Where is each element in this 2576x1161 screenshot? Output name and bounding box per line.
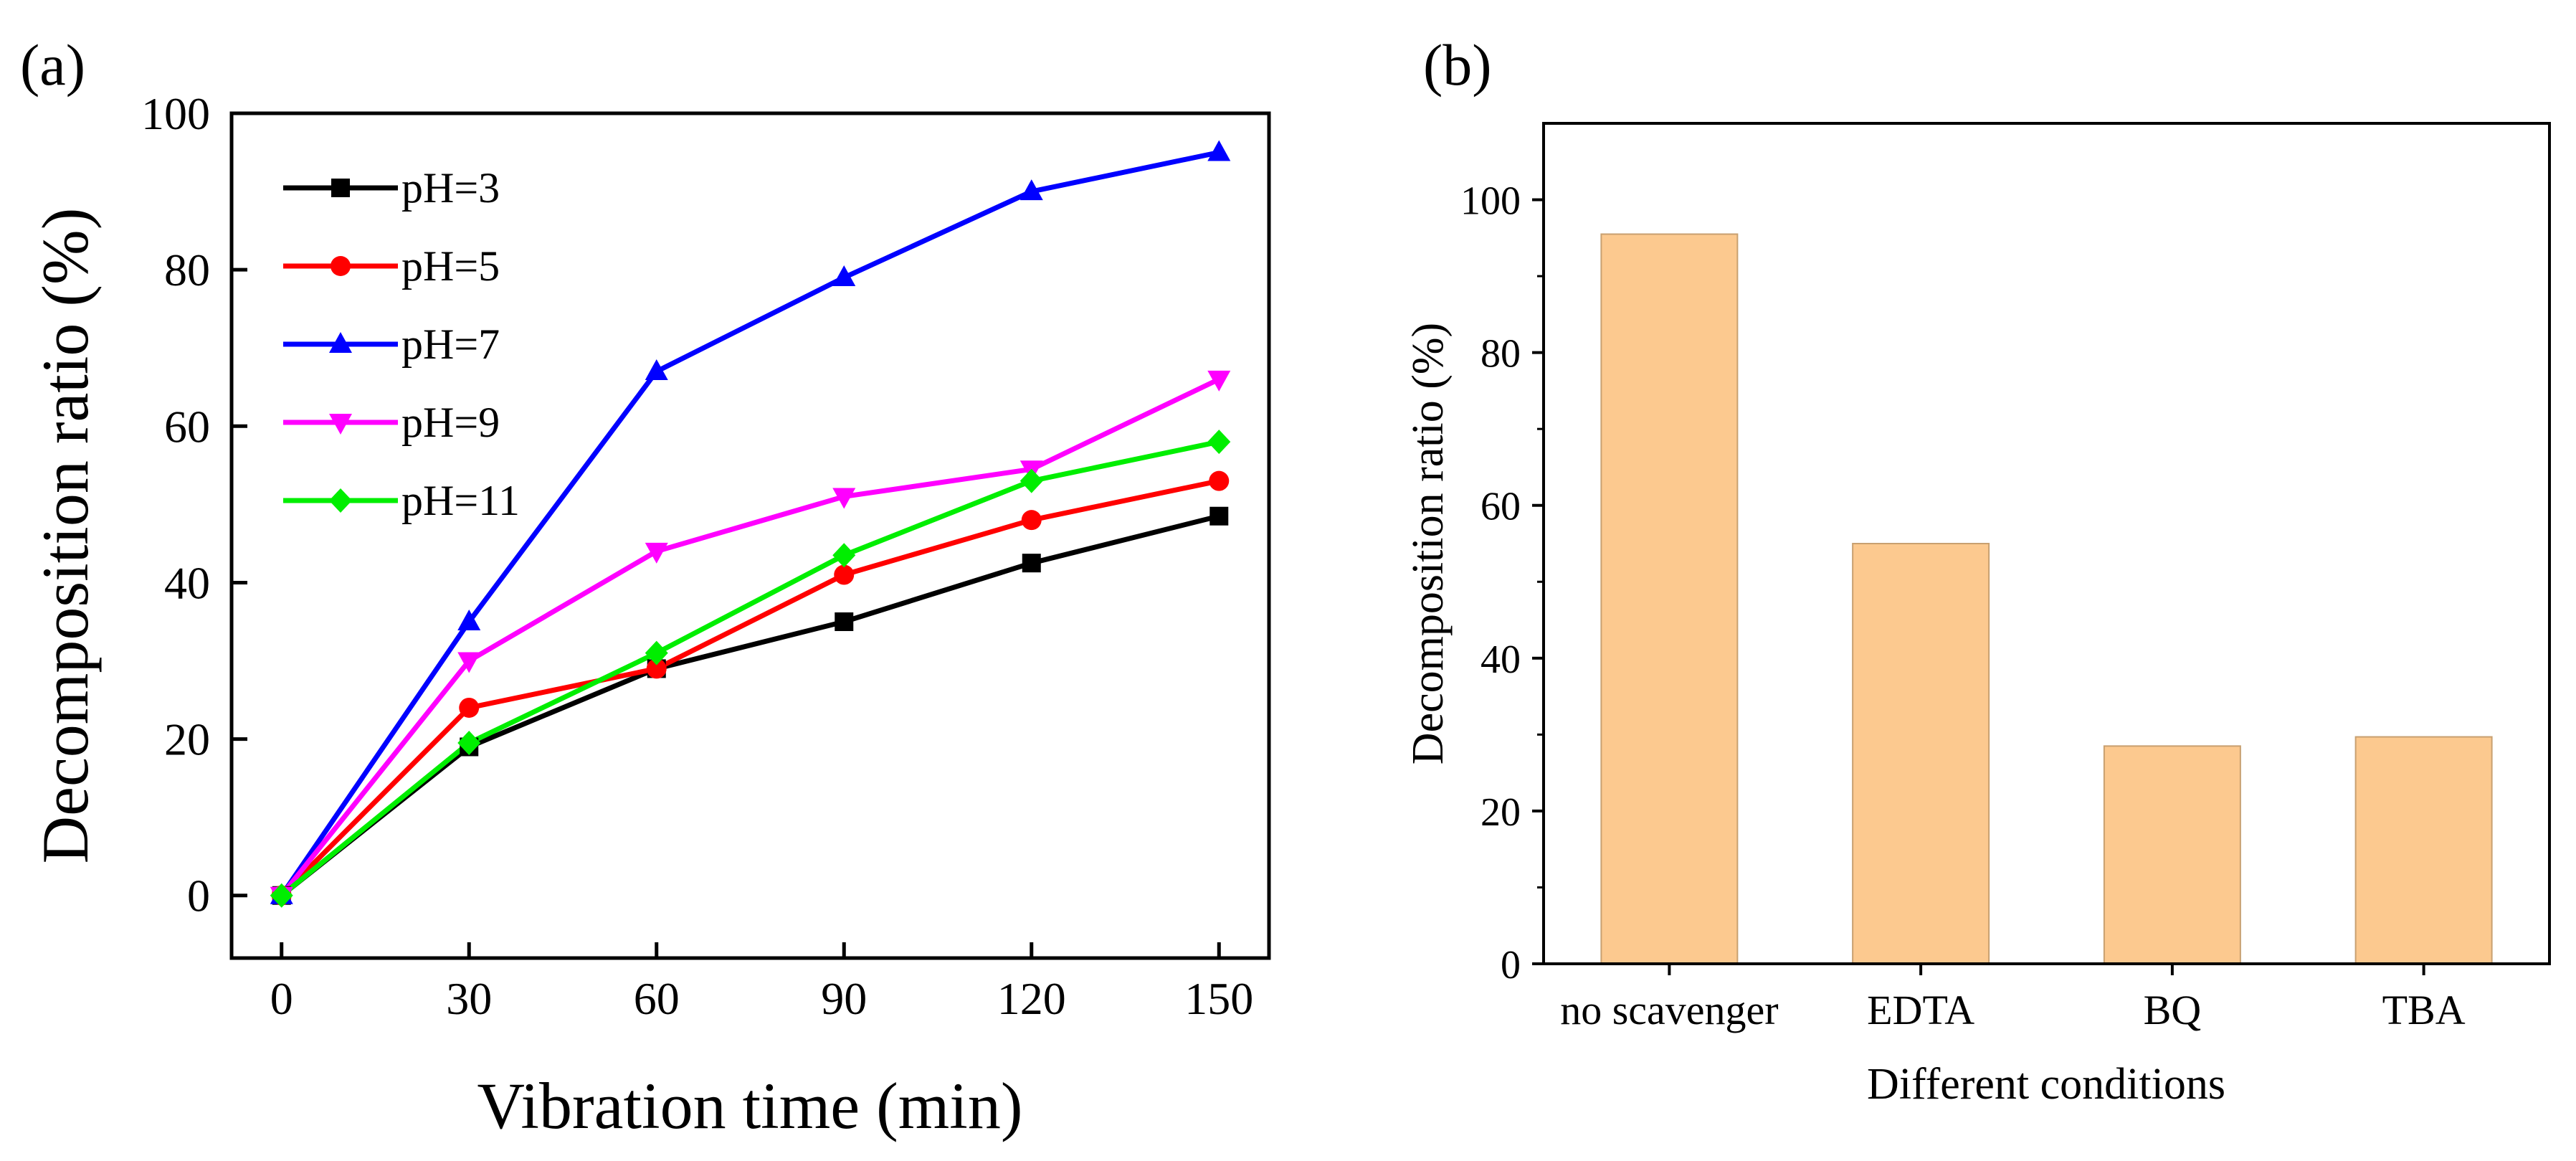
legend-marker (329, 414, 352, 435)
data-point (1021, 510, 1042, 531)
data-point (1209, 506, 1229, 526)
y-tick-label: 0 (187, 871, 210, 921)
y-tick-label: 0 (1501, 943, 1521, 987)
x-axis-label-b: Different conditions (1867, 1060, 2225, 1109)
data-point (459, 697, 480, 718)
data-point (270, 883, 293, 908)
bar (1600, 233, 1739, 965)
y-axis-label-b: Decomposition ratio (%) (1404, 323, 1453, 764)
y-tick-label: 100 (1460, 179, 1521, 224)
data-point (1207, 430, 1231, 455)
bar (2354, 736, 2493, 965)
x-tick-label: EDTA (1867, 987, 1974, 1033)
data-point (457, 731, 481, 756)
y-tick-label: 40 (1481, 638, 1521, 682)
series-line (280, 478, 1220, 898)
legend: pH=3 pH=5 pH=7 pH=9 pH=11 (283, 164, 520, 524)
y-tick-label: 100 (141, 88, 210, 139)
legend-marker (331, 179, 350, 197)
data-point (1209, 470, 1230, 491)
legend-marker (331, 256, 351, 276)
x-axis-label-a: Vibration time (min) (477, 1069, 1023, 1142)
x-tick-label: 120 (997, 973, 1066, 1024)
x-tick-label: 90 (821, 973, 867, 1024)
y-tick-label: 60 (1481, 485, 1521, 529)
y-tick-label: 80 (1481, 332, 1521, 376)
y-axis-label-a: Decomposition ratio (%) (29, 208, 102, 864)
legend-label: pH=7 (401, 321, 500, 368)
data-point (1207, 370, 1231, 392)
legend-label: pH=5 (401, 242, 500, 290)
y-axis-b: 0 20 40 60 80 100 (1460, 179, 1544, 987)
data-point (645, 359, 668, 380)
data-point (645, 542, 668, 564)
legend-marker (329, 332, 352, 353)
data-point (832, 488, 856, 509)
data-point (1020, 468, 1043, 493)
y-axis-a: 0 20 40 60 80 100 (141, 88, 247, 921)
panel-label-b: (b) (1423, 32, 1492, 98)
x-tick-label: 60 (634, 973, 680, 1024)
series-line (280, 513, 1220, 898)
x-axis-a: 0 30 60 90 120 150 (270, 942, 1253, 1024)
data-point (834, 564, 855, 585)
x-tick-label: no scavenger (1560, 987, 1778, 1033)
legend-marker (329, 488, 352, 513)
x-tick-label: 30 (446, 973, 492, 1024)
bar (2103, 745, 2241, 965)
x-tick-label: 0 (270, 973, 293, 1024)
y-tick-label: 20 (164, 714, 210, 765)
data-point (646, 658, 667, 679)
x-tick-label: BQ (2144, 987, 2202, 1033)
legend-label: pH=3 (401, 164, 500, 212)
data-point (457, 652, 481, 673)
y-tick-label: 60 (164, 401, 210, 452)
data-point (1020, 179, 1043, 201)
series-line (280, 376, 1220, 897)
bar-chart-panel: (b) 0 20 40 60 80 100 no scavenger EDTA BQ TBA D… (1404, 32, 2551, 1109)
series-line (280, 439, 1220, 898)
data-point (1207, 140, 1231, 161)
panel-label-a: (a) (20, 32, 85, 98)
x-tick-label: TBA (2382, 987, 2466, 1033)
data-point (832, 543, 856, 568)
bar (1852, 543, 1990, 965)
y-tick-label: 40 (164, 557, 210, 608)
legend-label: pH=11 (401, 477, 520, 524)
data-point (645, 640, 668, 665)
plot-frame-a (229, 111, 1271, 960)
data-point (832, 265, 856, 287)
y-tick-label: 20 (1481, 790, 1521, 835)
series-line (279, 150, 1220, 897)
data-point (1022, 554, 1041, 573)
x-axis-b: no scavenger EDTA BQ TBA (1560, 964, 2466, 1033)
legend-label: pH=9 (401, 399, 500, 446)
data-point (835, 612, 854, 631)
y-tick-label: 80 (164, 245, 210, 295)
series-group (270, 140, 1231, 908)
x-tick-label: 150 (1184, 973, 1253, 1024)
bars-group (1600, 233, 2493, 965)
data-point (457, 609, 481, 630)
plot-frame-b (1542, 122, 2551, 965)
